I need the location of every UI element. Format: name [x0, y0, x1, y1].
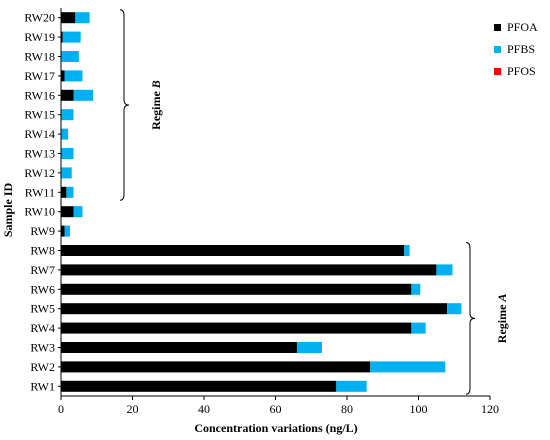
- bar-pfoa-rw7: [61, 264, 437, 276]
- y-tick-label-rw16: RW16: [24, 88, 55, 102]
- regime-annotations: Regime A Regime B: [119, 9, 509, 395]
- bar-pfbs-rw8: [404, 245, 410, 256]
- y-tick-label-rw14: RW14: [24, 127, 55, 141]
- y-tick-label-rw9: RW9: [30, 224, 55, 238]
- bar-pfbs-rw16: [73, 89, 94, 101]
- legend: PFOA PFBS PFOS: [494, 20, 538, 78]
- legend-swatch-pfbs: [494, 46, 501, 53]
- y-tick-label-rw2: RW2: [30, 360, 55, 374]
- bar-pfbs-rw18: [61, 51, 79, 62]
- bar-pfoa-rw17: [61, 70, 65, 82]
- y-tick-label-rw7: RW7: [30, 263, 55, 277]
- legend-swatch-pfos: [494, 68, 501, 75]
- bar-pfbs-rw2: [370, 361, 446, 373]
- bar-pfbs-rw5: [447, 303, 462, 315]
- regime-b-label: Regime B: [149, 80, 163, 130]
- legend-swatch-pfoa: [494, 24, 501, 31]
- y-tick-label-rw17: RW17: [24, 69, 55, 83]
- bar-pfbs-rw1: [336, 380, 367, 392]
- x-tick-label-20: 20: [127, 402, 139, 416]
- axes-layer: [60, 8, 490, 397]
- y-tick-label-rw11: RW11: [25, 185, 55, 199]
- bar-pfoa-rw19: [61, 31, 63, 43]
- legend-label-pfos: PFOS: [507, 64, 536, 78]
- bar-pfbs-rw9: [64, 225, 70, 237]
- y-ticks-layer: RW1 RW2 RW3 RW4 RW5 RW6 RW7 RW8 RW9 RW10 RW11 RW12 R…: [24, 11, 61, 393]
- bar-pfbs-rw6: [411, 283, 421, 295]
- y-axis-title: Sample ID: [1, 182, 15, 237]
- bar-pfoa-rw6: [61, 283, 412, 295]
- regime-a-brace: [465, 242, 476, 395]
- bar-pfbs-rw20: [75, 12, 90, 24]
- x-axis-title: Concentration variations (ng/L): [194, 421, 357, 435]
- bar-pfbs-rw13: [61, 148, 74, 159]
- bar-pfbs-rw15: [61, 109, 74, 121]
- y-tick-label-rw10: RW10: [24, 205, 55, 219]
- bar-pfoa-rw1: [61, 380, 337, 392]
- bar-pfoa-rw11: [61, 186, 67, 198]
- x-tick-label-0: 0: [58, 402, 64, 416]
- y-tick-label-rw18: RW18: [24, 50, 55, 64]
- x-tick-label-120: 120: [481, 402, 499, 416]
- bar-pfbs-rw10: [73, 206, 83, 218]
- bar-pfoa-rw10: [61, 206, 74, 218]
- regime-a-label: Regime A: [495, 294, 509, 344]
- y-tick-label-rw3: RW3: [30, 341, 55, 355]
- bar-pfoa-rw9: [61, 225, 65, 237]
- bar-pfoa-rw5: [61, 303, 448, 315]
- bar-pfoa-rw20: [61, 12, 76, 24]
- bar-pfbs-rw12: [61, 167, 72, 179]
- bar-pfbs-rw3: [296, 342, 322, 353]
- y-tick-label-rw5: RW5: [30, 302, 55, 316]
- bar-pfbs-rw14: [61, 128, 69, 140]
- y-tick-label-rw6: RW6: [30, 282, 55, 296]
- legend-label-pfbs: PFBS: [507, 42, 535, 56]
- bar-pfbs-rw4: [411, 322, 426, 334]
- bar-pfoa-rw16: [61, 89, 74, 101]
- y-tick-label-rw12: RW12: [24, 166, 55, 180]
- bars-layer: [61, 12, 462, 392]
- bar-pfbs-rw17: [64, 70, 83, 82]
- x-ticks-layer: 0 20 40 60 80 100 120: [58, 396, 499, 416]
- y-tick-label-rw1: RW1: [30, 379, 55, 393]
- y-tick-label-rw19: RW19: [24, 30, 55, 44]
- bar-pfoa-rw2: [61, 361, 371, 373]
- x-tick-label-60: 60: [270, 402, 282, 416]
- x-tick-label-40: 40: [198, 402, 210, 416]
- bar-pfoa-rw8: [61, 245, 405, 256]
- bar-pfbs-rw19: [62, 31, 81, 43]
- y-tick-label-rw8: RW8: [30, 244, 55, 258]
- x-tick-label-80: 80: [341, 402, 353, 416]
- bar-pfoa-rw3: [61, 342, 297, 353]
- y-tick-label-rw20: RW20: [24, 11, 55, 25]
- y-tick-label-rw13: RW13: [24, 147, 55, 161]
- bar-pfbs-rw11: [66, 186, 74, 198]
- regime-b-brace: [119, 9, 130, 201]
- x-tick-label-100: 100: [410, 402, 428, 416]
- y-tick-label-rw4: RW4: [30, 321, 55, 335]
- bar-pfoa-rw4: [61, 322, 412, 334]
- legend-label-pfoa: PFOA: [507, 20, 538, 34]
- bar-pfbs-rw7: [436, 264, 453, 276]
- y-tick-label-rw15: RW15: [24, 108, 55, 122]
